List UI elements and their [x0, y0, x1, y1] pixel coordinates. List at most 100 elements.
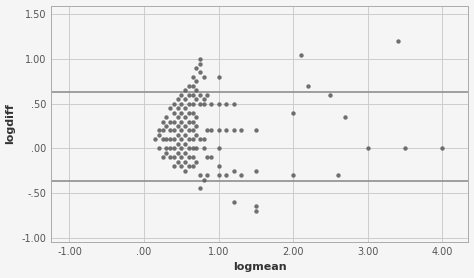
Point: [181, 160, 189, 164]
Point: [155, 133, 163, 137]
Point: [159, 128, 166, 133]
Point: [364, 146, 372, 151]
Point: [204, 155, 211, 160]
Point: [170, 164, 178, 168]
Point: [181, 142, 189, 146]
Point: [178, 137, 185, 142]
Point: [204, 128, 211, 133]
Point: [189, 84, 196, 88]
Point: [192, 115, 200, 119]
Point: [394, 39, 401, 43]
Point: [334, 173, 342, 177]
Point: [181, 133, 189, 137]
Point: [192, 88, 200, 93]
Point: [174, 160, 182, 164]
Point: [159, 155, 166, 160]
Point: [192, 124, 200, 128]
Point: [185, 93, 192, 97]
Point: [189, 93, 196, 97]
Point: [185, 119, 192, 124]
Point: [185, 128, 192, 133]
Point: [215, 146, 222, 151]
Point: [196, 186, 204, 191]
Point: [181, 151, 189, 155]
Point: [189, 101, 196, 106]
Point: [174, 151, 182, 155]
Point: [327, 93, 334, 97]
Point: [170, 128, 178, 133]
Point: [200, 101, 208, 106]
Point: [185, 137, 192, 142]
Point: [252, 128, 260, 133]
Point: [215, 173, 222, 177]
Point: [192, 133, 200, 137]
Point: [174, 97, 182, 101]
Point: [166, 106, 174, 110]
Point: [189, 155, 196, 160]
Point: [200, 75, 208, 79]
Point: [252, 208, 260, 213]
Point: [208, 128, 215, 133]
Point: [170, 110, 178, 115]
Point: [185, 110, 192, 115]
Point: [200, 97, 208, 101]
Point: [166, 137, 174, 142]
Point: [152, 137, 159, 142]
Point: [192, 66, 200, 70]
Point: [189, 110, 196, 115]
Point: [166, 155, 174, 160]
Point: [174, 115, 182, 119]
Point: [204, 93, 211, 97]
Point: [237, 128, 245, 133]
Point: [178, 101, 185, 106]
Point: [189, 75, 196, 79]
Point: [196, 137, 204, 142]
Point: [230, 200, 237, 204]
Point: [170, 137, 178, 142]
Point: [170, 146, 178, 151]
Point: [438, 146, 446, 151]
Point: [178, 155, 185, 160]
Point: [174, 133, 182, 137]
Point: [290, 173, 297, 177]
Point: [159, 119, 166, 124]
Point: [159, 137, 166, 142]
Point: [230, 168, 237, 173]
Point: [192, 160, 200, 164]
Point: [189, 119, 196, 124]
Point: [181, 88, 189, 93]
Point: [178, 128, 185, 133]
Point: [174, 106, 182, 110]
Point: [181, 115, 189, 119]
Point: [208, 101, 215, 106]
Point: [178, 146, 185, 151]
Point: [222, 173, 230, 177]
Point: [237, 173, 245, 177]
Point: [196, 173, 204, 177]
Point: [215, 101, 222, 106]
Point: [252, 204, 260, 208]
Point: [200, 146, 208, 151]
Point: [215, 75, 222, 79]
Point: [215, 164, 222, 168]
Point: [401, 146, 409, 151]
Point: [196, 93, 204, 97]
Point: [304, 84, 312, 88]
Point: [189, 128, 196, 133]
Point: [155, 128, 163, 133]
Point: [166, 119, 174, 124]
Point: [181, 97, 189, 101]
Point: [342, 115, 349, 119]
Point: [196, 61, 204, 66]
Point: [163, 124, 170, 128]
Point: [192, 97, 200, 101]
Point: [170, 101, 178, 106]
Point: [208, 155, 215, 160]
Point: [178, 164, 185, 168]
Point: [178, 93, 185, 97]
Point: [222, 101, 230, 106]
Point: [163, 151, 170, 155]
Point: [170, 155, 178, 160]
Point: [192, 79, 200, 84]
Point: [174, 142, 182, 146]
